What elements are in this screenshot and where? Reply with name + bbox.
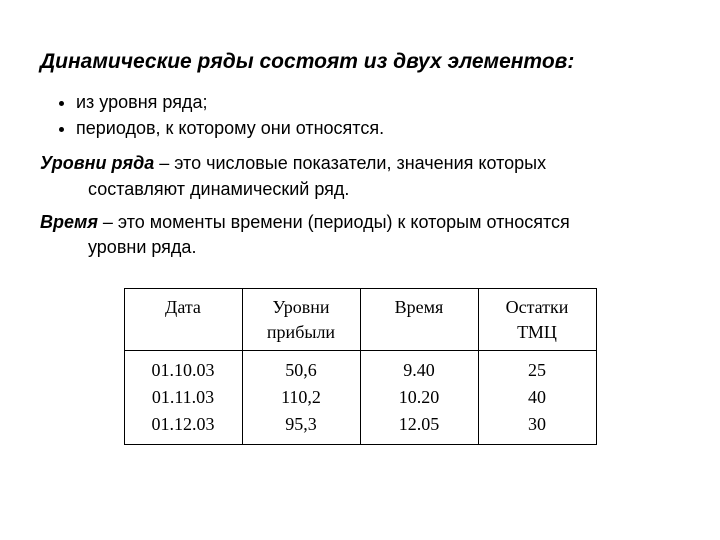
paragraph-time: Время – это моменты времени (периоды) к …: [40, 210, 680, 260]
page-title: Динамические ряды состоят из двух элемен…: [40, 48, 680, 75]
col-header-time: Время: [360, 289, 478, 351]
term-levels: Уровни ряда: [40, 153, 154, 173]
para-text-cont: составляют динамический ряд.: [40, 177, 680, 202]
col-header-remains: ОстаткиТМЦ: [478, 289, 596, 351]
list-item: из уровня ряда;: [76, 89, 680, 115]
para-text: – это моменты времени (периоды) к которы…: [98, 212, 570, 232]
term-time: Время: [40, 212, 98, 232]
col-header-date: Дата: [124, 289, 242, 351]
cell-times: 9.4010.2012.05: [360, 350, 478, 444]
cell-dates: 01.10.0301.11.0301.12.03: [124, 350, 242, 444]
list-item: периодов, к которому они относятся.: [76, 115, 680, 141]
col-header-levels: Уровниприбыли: [242, 289, 360, 351]
cell-levels: 50,6110,295,3: [242, 350, 360, 444]
bullet-list: из уровня ряда; периодов, к которому они…: [40, 89, 680, 141]
para-text: – это числовые показатели, значения кото…: [154, 153, 546, 173]
cell-remains: 254030: [478, 350, 596, 444]
table-row: 01.10.0301.11.0301.12.03 50,6110,295,3 9…: [124, 350, 596, 444]
paragraph-levels: Уровни ряда – это числовые показатели, з…: [40, 151, 680, 201]
para-text-cont: уровни ряда.: [40, 235, 680, 260]
data-table: Дата Уровниприбыли Время ОстаткиТМЦ 01.1…: [124, 288, 597, 445]
table-header-row: Дата Уровниприбыли Время ОстаткиТМЦ: [124, 289, 596, 351]
table-container: Дата Уровниприбыли Время ОстаткиТМЦ 01.1…: [40, 288, 680, 445]
